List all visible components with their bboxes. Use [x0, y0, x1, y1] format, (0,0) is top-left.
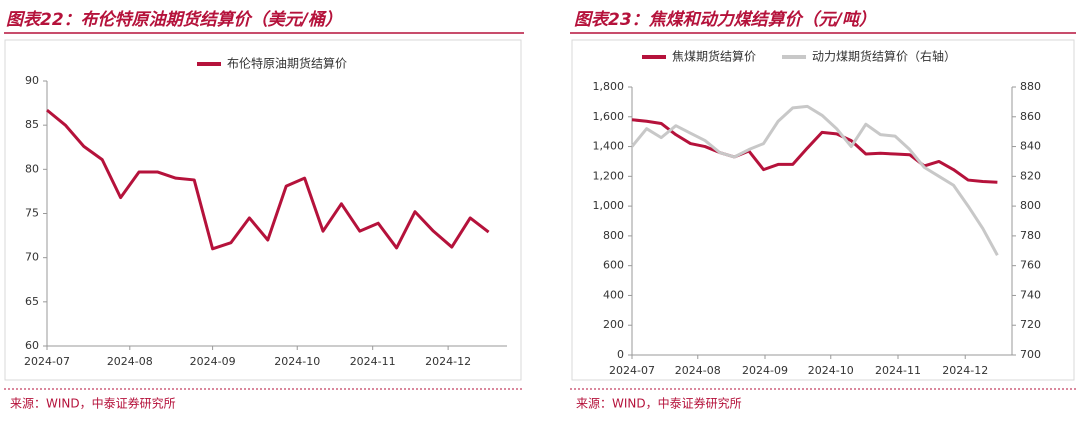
series-line: [630, 104, 999, 256]
y-tick-label: 85: [25, 118, 39, 131]
y-tick-label: 400: [603, 288, 624, 301]
chart-frame: [4, 39, 522, 381]
series-line: [631, 118, 998, 184]
x-tick-label: 2024-10: [808, 364, 854, 377]
y2-tick-label: 780: [1020, 229, 1041, 242]
y2-tick-label: 860: [1020, 110, 1041, 123]
y-tick-label: 600: [603, 259, 624, 272]
x-tick-label: 2024-12: [425, 355, 471, 368]
chart-title: 图表23：焦煤和动力煤结算价（元/吨）: [574, 10, 876, 30]
x-tick-label: 2024-07: [609, 364, 655, 377]
x-tick-label: 2024-11: [350, 355, 396, 368]
y-tick-label: 0: [617, 348, 624, 361]
y2-tick-label: 880: [1020, 80, 1041, 93]
x-tick-label: 2024-08: [675, 364, 721, 377]
y-tick-label: 75: [25, 207, 39, 220]
chart-frame: [571, 39, 1075, 381]
y2-tick-label: 720: [1020, 318, 1041, 331]
y-tick-label: 1,000: [593, 199, 625, 212]
series-line: [46, 108, 490, 251]
chart-title: 图表22：布伦特原油期货结算价（美元/桶）: [6, 10, 342, 30]
y-tick-label: 70: [25, 251, 39, 264]
y-tick-label: 80: [25, 162, 39, 175]
x-tick-label: 2024-10: [274, 355, 320, 368]
y-tick-label: 1,200: [593, 169, 625, 182]
legend-label: 动力煤期货结算价（右轴）: [812, 49, 956, 64]
y2-tick-label: 760: [1020, 259, 1041, 272]
source: 来源：WIND，中泰证券研究所: [576, 396, 742, 411]
x-tick-label: 2024-09: [190, 355, 236, 368]
y2-tick-label: 800: [1020, 199, 1041, 212]
y2-tick-label: 700: [1020, 348, 1041, 361]
y-tick-label: 800: [603, 229, 624, 242]
y-tick-label: 90: [25, 74, 39, 87]
legend-label: 布伦特原油期货结算价: [227, 56, 347, 71]
x-tick-label: 2024-11: [875, 364, 921, 377]
y-tick-label: 200: [603, 318, 624, 331]
x-tick-label: 2024-07: [24, 355, 70, 368]
y-tick-label: 60: [25, 339, 39, 352]
x-tick-label: 2024-08: [107, 355, 153, 368]
y-tick-label: 65: [25, 295, 39, 308]
y-tick-label: 1,800: [593, 80, 625, 93]
legend-label: 焦煤期货结算价: [672, 49, 756, 64]
y-tick-label: 1,400: [593, 140, 625, 153]
y-tick-label: 1,600: [593, 110, 625, 123]
source: 来源：WIND，中泰证券研究所: [10, 396, 176, 411]
y2-tick-label: 820: [1020, 169, 1041, 182]
y2-tick-label: 840: [1020, 140, 1041, 153]
x-tick-label: 2024-12: [942, 364, 988, 377]
y2-tick-label: 740: [1020, 288, 1041, 301]
x-tick-label: 2024-09: [742, 364, 788, 377]
